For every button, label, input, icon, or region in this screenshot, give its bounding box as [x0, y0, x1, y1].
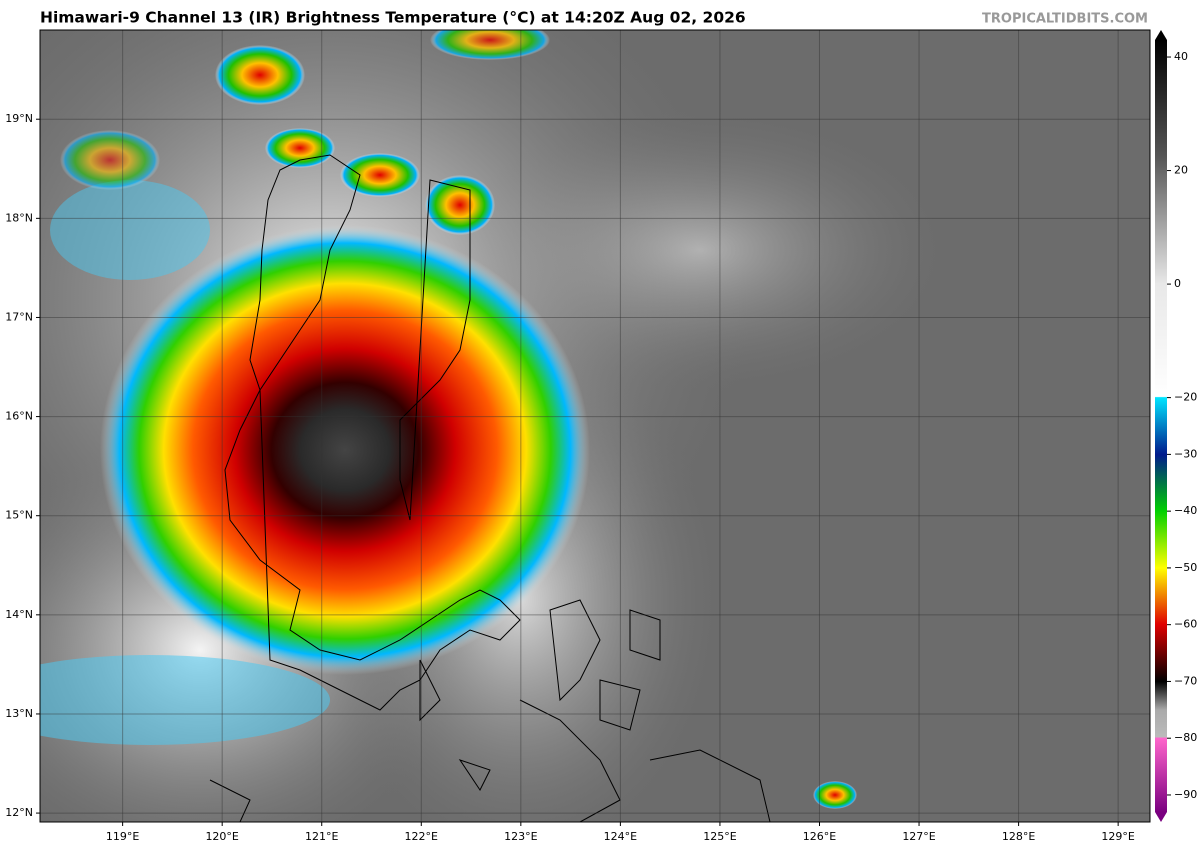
- y-tick-label: 15°N: [5, 509, 33, 522]
- y-tick-label: 14°N: [5, 608, 33, 621]
- title: Himawari-9 Channel 13 (IR) Brightness Te…: [40, 9, 746, 27]
- y-tick-label: 16°N: [5, 410, 33, 423]
- x-tick-label: 129°E: [1101, 830, 1134, 843]
- colorbar-extend-top: [1155, 30, 1167, 40]
- colorbar-extend-bottom: [1155, 812, 1167, 822]
- satellite-image: [40, 30, 1150, 822]
- y-tick-label: 18°N: [5, 211, 33, 224]
- colorbar-tick-label: −30: [1174, 447, 1197, 460]
- colorbar-tick-label: −70: [1174, 674, 1197, 687]
- y-tick-label: 17°N: [5, 310, 33, 323]
- x-tick-label: 121°E: [305, 830, 338, 843]
- x-tick-label: 126°E: [803, 830, 836, 843]
- colorbar-tick-label: −90: [1174, 788, 1197, 801]
- x-tick-label: 124°E: [604, 830, 637, 843]
- colorbar-tick-label: −50: [1174, 561, 1197, 574]
- x-tick-label: 125°E: [703, 830, 736, 843]
- colorbar-tick-label: 0: [1174, 277, 1181, 290]
- colorbar: [1155, 40, 1167, 812]
- x-tick-label: 120°E: [205, 830, 238, 843]
- y-tick-label: 19°N: [5, 112, 33, 125]
- colorbar-tick-label: −60: [1174, 618, 1197, 631]
- colorbar-tick-label: 20: [1174, 164, 1188, 177]
- y-tick-label: 12°N: [5, 806, 33, 819]
- x-tick-label: 123°E: [504, 830, 537, 843]
- map-frame: [39, 29, 1151, 823]
- x-tick-label: 119°E: [106, 830, 139, 843]
- colorbar-tick-label: −40: [1174, 504, 1197, 517]
- x-tick-label: 127°E: [902, 830, 935, 843]
- x-tick-label: 122°E: [405, 830, 438, 843]
- colorbar-tick-label: 40: [1174, 50, 1188, 63]
- colorbar-tick-label: −80: [1174, 731, 1197, 744]
- y-tick-label: 13°N: [5, 707, 33, 720]
- watermark: TROPICALTIDBITS.COM: [982, 12, 1148, 27]
- colorbar-tick-label: −20: [1174, 391, 1197, 404]
- x-tick-label: 128°E: [1002, 830, 1035, 843]
